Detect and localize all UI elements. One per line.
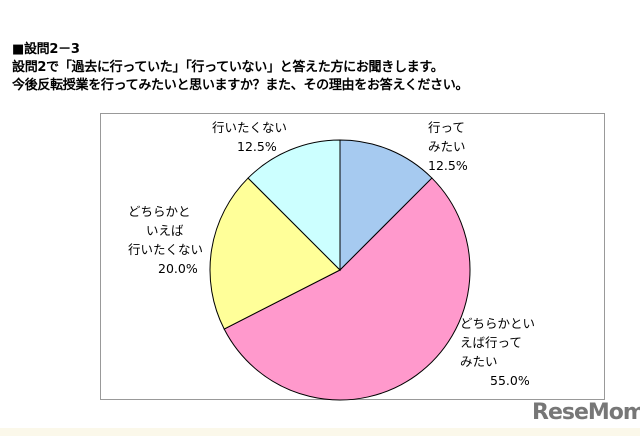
footer-strip (0, 428, 640, 436)
slice-value-label: 55.0% (490, 373, 530, 388)
pie-slice (209, 177, 341, 330)
slice-category-label: いえば (146, 223, 184, 238)
question-text-line2: 今後反転授業を行ってみたいと思いますか？また、その理由をお答えください。 (12, 78, 469, 93)
slice-category-label: 行いたくない (128, 242, 203, 257)
pie-slice (223, 177, 471, 401)
pie-slice (339, 139, 433, 272)
slice-category-label: 行って (428, 120, 465, 135)
slice-category-label: みたい (460, 354, 498, 369)
question-text-line1: 設問2で「過去に行っていた」「行っていない」と答えた方にお聞きします。 (12, 60, 444, 75)
slice-category-label: どちらかとい (460, 316, 535, 331)
resemom-logo: ReseMom (532, 400, 640, 425)
slice-category-label: みたい (428, 139, 466, 154)
slice-category-label: どちらかと (128, 204, 191, 219)
slice-value-label: 20.0% (158, 261, 198, 276)
slice-category-label: 行いたくない (212, 120, 287, 135)
pie-slice (247, 139, 341, 272)
slice-category-label: えば行って (460, 335, 522, 350)
slice-value-label: 12.5% (237, 139, 277, 154)
question-number: ■設問2－3 (12, 42, 80, 57)
slice-value-label: 12.5% (428, 158, 468, 173)
